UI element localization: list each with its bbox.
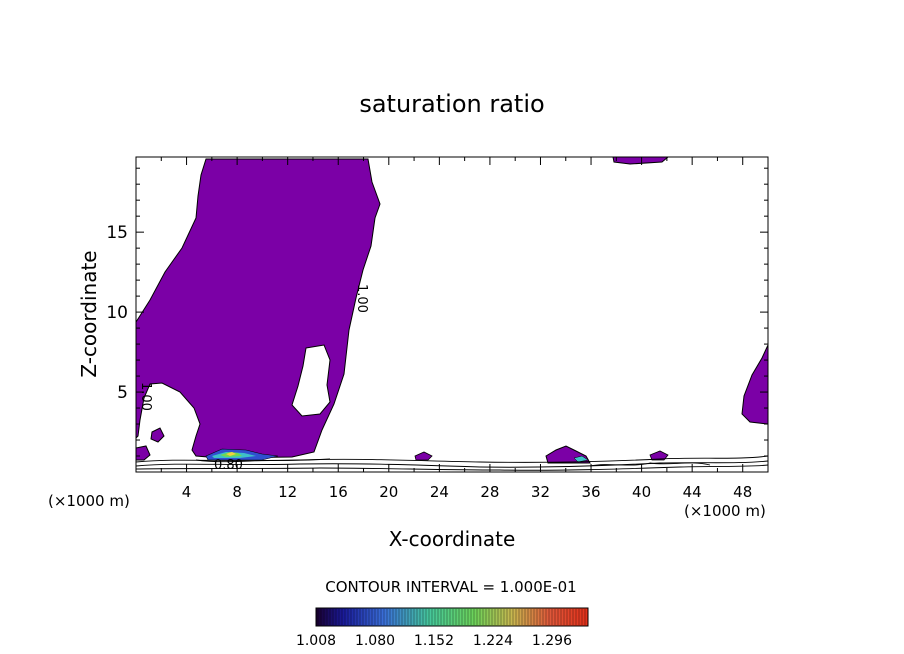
colorbar-labels: 1.008 1.080 1.152 1.224 1.296 [296, 633, 572, 649]
x-tick-label: 20 [379, 483, 398, 501]
x-unit-left: (×1000 m) [48, 492, 130, 510]
y-tick-label: 5 [117, 383, 128, 403]
colorbar-divisions [317, 609, 586, 625]
x-unit-right: (×1000 m) [684, 502, 766, 520]
left-edge-region [136, 445, 151, 461]
colorbar-label: 1.296 [532, 633, 572, 649]
x-tick-label: 8 [232, 483, 242, 501]
main-saturated-region [136, 158, 381, 459]
core-yellow [226, 452, 236, 456]
small-island [150, 427, 165, 443]
x-tick-label: 16 [329, 483, 348, 501]
main-region-hole [291, 344, 331, 417]
x-tick-label: 28 [480, 483, 499, 501]
x-tick-label: 48 [733, 483, 752, 501]
colorbar-label: 1.008 [296, 633, 336, 649]
contour-interval-text: CONTOUR INTERVAL = 1.000E-01 [325, 578, 576, 596]
plot-frame [135, 156, 769, 473]
y-axis-label: Z-coordinate [77, 250, 101, 377]
x-tick-label: 24 [430, 483, 449, 501]
x-tick-label: 36 [581, 483, 600, 501]
top-right-region [612, 157, 669, 165]
x-tick-label: 4 [182, 483, 192, 501]
colorbar-label: 1.080 [355, 633, 395, 649]
colorbar-label: 1.224 [473, 633, 513, 649]
blob-region-2 [414, 451, 433, 461]
y-tick-label: 10 [106, 303, 128, 323]
x-axis-label: X-coordinate [389, 527, 516, 551]
y-tick-label: 15 [106, 223, 128, 243]
contour-label-2: 1.00 [138, 382, 153, 411]
right-edge-region [741, 344, 768, 425]
x-tick-label: 12 [278, 483, 297, 501]
filled-regions: 1.00 1.00 0.80 [136, 157, 768, 473]
contour-label-1: 1.00 [354, 284, 369, 313]
chart-title: saturation ratio [359, 90, 544, 118]
x-tick-labels: 4 8 12 16 20 24 28 32 36 40 44 48 [182, 483, 752, 501]
x-tick-label: 40 [632, 483, 651, 501]
colorbar-label: 1.152 [414, 633, 454, 649]
x-tick-label: 44 [683, 483, 702, 501]
axis-ticks [136, 157, 768, 472]
y-tick-labels: 5 10 15 [106, 223, 128, 403]
core-small-right [573, 455, 589, 463]
contour-label-3: 0.80 [214, 458, 243, 473]
x-tick-label: 32 [531, 483, 550, 501]
